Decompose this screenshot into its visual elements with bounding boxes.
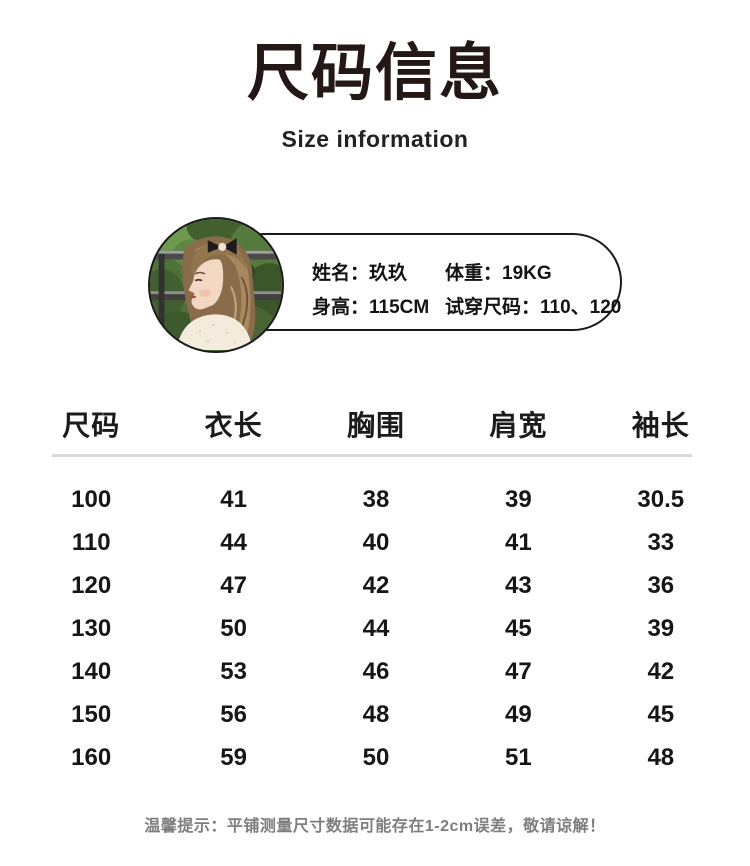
size-table: 尺码 衣长 胸围 肩宽 袖长 100 41 38 39 30.5 110 44 …	[20, 404, 732, 779]
table-cell: 120	[71, 571, 112, 599]
table-cell: 160	[71, 743, 112, 771]
table-row-120: 120 47 42 43 36	[20, 564, 732, 607]
table-cell: 47	[220, 571, 247, 599]
table-cell: 56	[220, 700, 247, 728]
column-header-chest: 胸围	[346, 410, 405, 441]
model-field-weight: 体重：19KG	[445, 258, 552, 285]
model-field-height-label: 身高：	[312, 296, 370, 318]
table-cell: 50	[362, 743, 390, 771]
table-cell: 150	[71, 700, 112, 728]
table-row-100: 100 41 38 39 30.5	[20, 478, 732, 521]
model-info-row-2: 身高：115CM 试穿尺码：110、120	[312, 292, 621, 319]
column-header-shoulder: 肩宽	[489, 410, 548, 441]
table-cell: 46	[362, 657, 390, 685]
table-row-160: 160 59 50 51 48	[20, 736, 732, 779]
table-row-140: 140 53 46 47 42	[20, 650, 732, 693]
table-cell: 44	[362, 614, 390, 642]
table-cell: 39	[647, 614, 675, 642]
header-divider	[52, 454, 692, 457]
table-cell: 43	[505, 571, 532, 599]
table-row-110: 110 44 40 41 33	[20, 521, 732, 564]
model-field-fitting-size-label: 试穿尺码：	[445, 296, 541, 318]
table-cell: 130	[71, 614, 112, 642]
table-cell: 45	[647, 700, 675, 728]
table-cell: 59	[220, 743, 247, 771]
table-cell: 45	[505, 614, 532, 642]
model-field-weight-label: 体重：	[445, 262, 503, 284]
table-cell: 36	[647, 571, 675, 599]
table-row-130: 130 50 44 45 39	[20, 607, 732, 650]
table-cell: 48	[647, 743, 675, 771]
column-header-size: 尺码	[62, 410, 121, 441]
model-field-height: 身高：115CM	[312, 292, 445, 319]
table-cell: 30.5	[637, 485, 685, 513]
table-row-150: 150 56 48 49 45	[20, 693, 732, 736]
model-photo	[148, 217, 284, 353]
girl-top	[176, 314, 253, 350]
footer-tip: 温馨提示：平铺测量尺寸数据可能存在1-2cm误差，敬请谅解！	[144, 818, 606, 835]
page-subtitle: Size information	[281, 126, 469, 152]
table-cell: 110	[71, 528, 111, 556]
table-cell: 40	[362, 528, 390, 556]
table-cell: 49	[505, 700, 532, 728]
table-cell: 53	[220, 657, 247, 685]
model-info-row-1: 姓名：玖玖 体重：19KG	[312, 258, 552, 285]
column-header-length: 衣长	[204, 410, 263, 441]
model-field-weight-value: 19KG	[502, 262, 552, 284]
model-field-name-value: 玖玖	[369, 262, 408, 284]
table-cell: 41	[505, 528, 532, 556]
model-field-name: 姓名：玖玖	[312, 258, 445, 285]
model-field-fitting-size-value: 110、120	[540, 296, 622, 318]
model-field-fitting-size: 试穿尺码：110、120	[445, 292, 621, 319]
model-info-card: 姓名：玖玖 体重：19KG 身高：115CM 试穿尺码：110、120	[148, 217, 622, 353]
table-cell: 38	[362, 485, 390, 513]
model-field-height-value: 115CM	[369, 296, 430, 318]
table-cell: 140	[71, 657, 112, 685]
table-cell: 42	[362, 571, 390, 599]
model-field-name-label: 姓名：	[312, 262, 370, 284]
model-photo-illustration	[150, 219, 281, 350]
table-cell: 50	[220, 614, 247, 642]
table-cell: 47	[505, 657, 532, 685]
table-cell: 51	[505, 743, 532, 771]
column-header-sleeve: 袖长	[631, 410, 690, 441]
size-table-header: 尺码 衣长 胸围 肩宽 袖长	[20, 404, 732, 442]
page-title: 尺码信息	[246, 39, 503, 108]
hair-clip	[207, 238, 237, 255]
table-cell: 39	[505, 485, 532, 513]
table-cell: 42	[647, 657, 675, 685]
table-cell: 48	[362, 700, 390, 728]
size-table-body: 100 41 38 39 30.5 110 44 40 41 33 120 47…	[20, 478, 732, 779]
table-cell: 41	[220, 485, 247, 513]
table-cell: 44	[220, 528, 247, 556]
table-cell: 100	[71, 485, 112, 513]
table-cell: 33	[647, 528, 675, 556]
